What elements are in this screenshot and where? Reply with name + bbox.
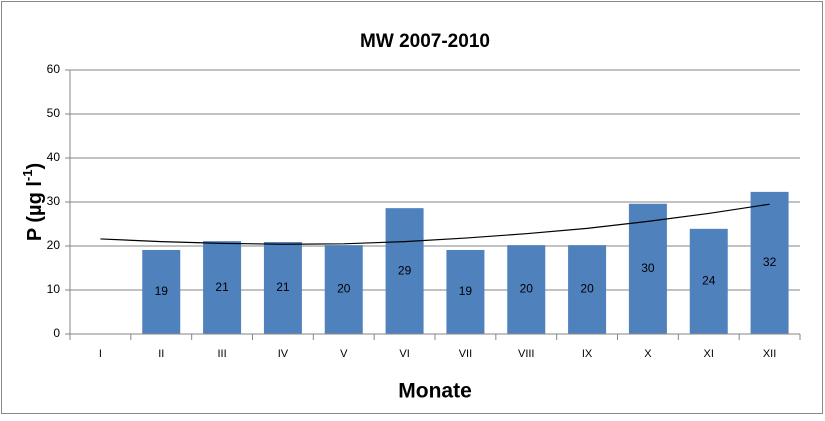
x-tick-label: I [99, 348, 102, 360]
value-label: 30 [641, 261, 655, 275]
x-tick-label: III [217, 348, 226, 360]
x-tick-label: XI [704, 348, 714, 360]
value-label: 32 [763, 255, 777, 269]
bar [568, 245, 607, 334]
y-tick-label: 40 [47, 150, 61, 164]
y-axis-title-sup: -1 [20, 170, 35, 182]
x-tick-label: XII [763, 348, 776, 360]
value-label: 20 [337, 282, 351, 296]
y-axis-title-close: ) [24, 163, 46, 170]
y-axis-title: P (µg l-1) [20, 163, 46, 241]
x-tick-label: V [340, 348, 348, 360]
chart-title: MW 2007-2010 [360, 31, 490, 52]
value-label: 21 [215, 280, 229, 294]
bar [628, 203, 667, 334]
x-tick-label: IX [582, 348, 593, 360]
x-tick-label: VI [399, 348, 409, 360]
bar [689, 228, 728, 334]
x-tick-label: X [644, 348, 652, 360]
value-label: 29 [398, 263, 412, 277]
bar [142, 249, 181, 334]
x-tick-label: VII [459, 348, 472, 360]
y-tick-label: 20 [47, 238, 61, 252]
trendline [100, 203, 770, 245]
y-tick-label: 60 [47, 62, 61, 76]
bar [385, 208, 424, 334]
chart-border [1, 1, 823, 414]
y-tick-label: 50 [47, 106, 61, 120]
y-axis-title-text: P (µg l [24, 181, 46, 241]
bar [324, 245, 363, 334]
value-label: 24 [702, 274, 716, 288]
value-label: 20 [580, 282, 594, 296]
value-label: 19 [155, 284, 169, 298]
bar [446, 249, 485, 334]
value-label: 20 [520, 282, 534, 296]
x-tick-label: II [158, 348, 164, 360]
bar [507, 245, 546, 334]
bar [263, 242, 302, 334]
x-axis-title: Monate [398, 380, 472, 403]
y-tick-label: 0 [53, 326, 60, 340]
y-tick-label: 30 [47, 194, 61, 208]
value-label: 21 [276, 280, 290, 294]
bar [750, 191, 789, 334]
y-tick-label: 10 [47, 282, 61, 296]
x-tick-label: IV [278, 348, 289, 360]
bar [203, 241, 242, 334]
value-label: 19 [459, 284, 473, 298]
x-tick-label: VIII [518, 348, 535, 360]
